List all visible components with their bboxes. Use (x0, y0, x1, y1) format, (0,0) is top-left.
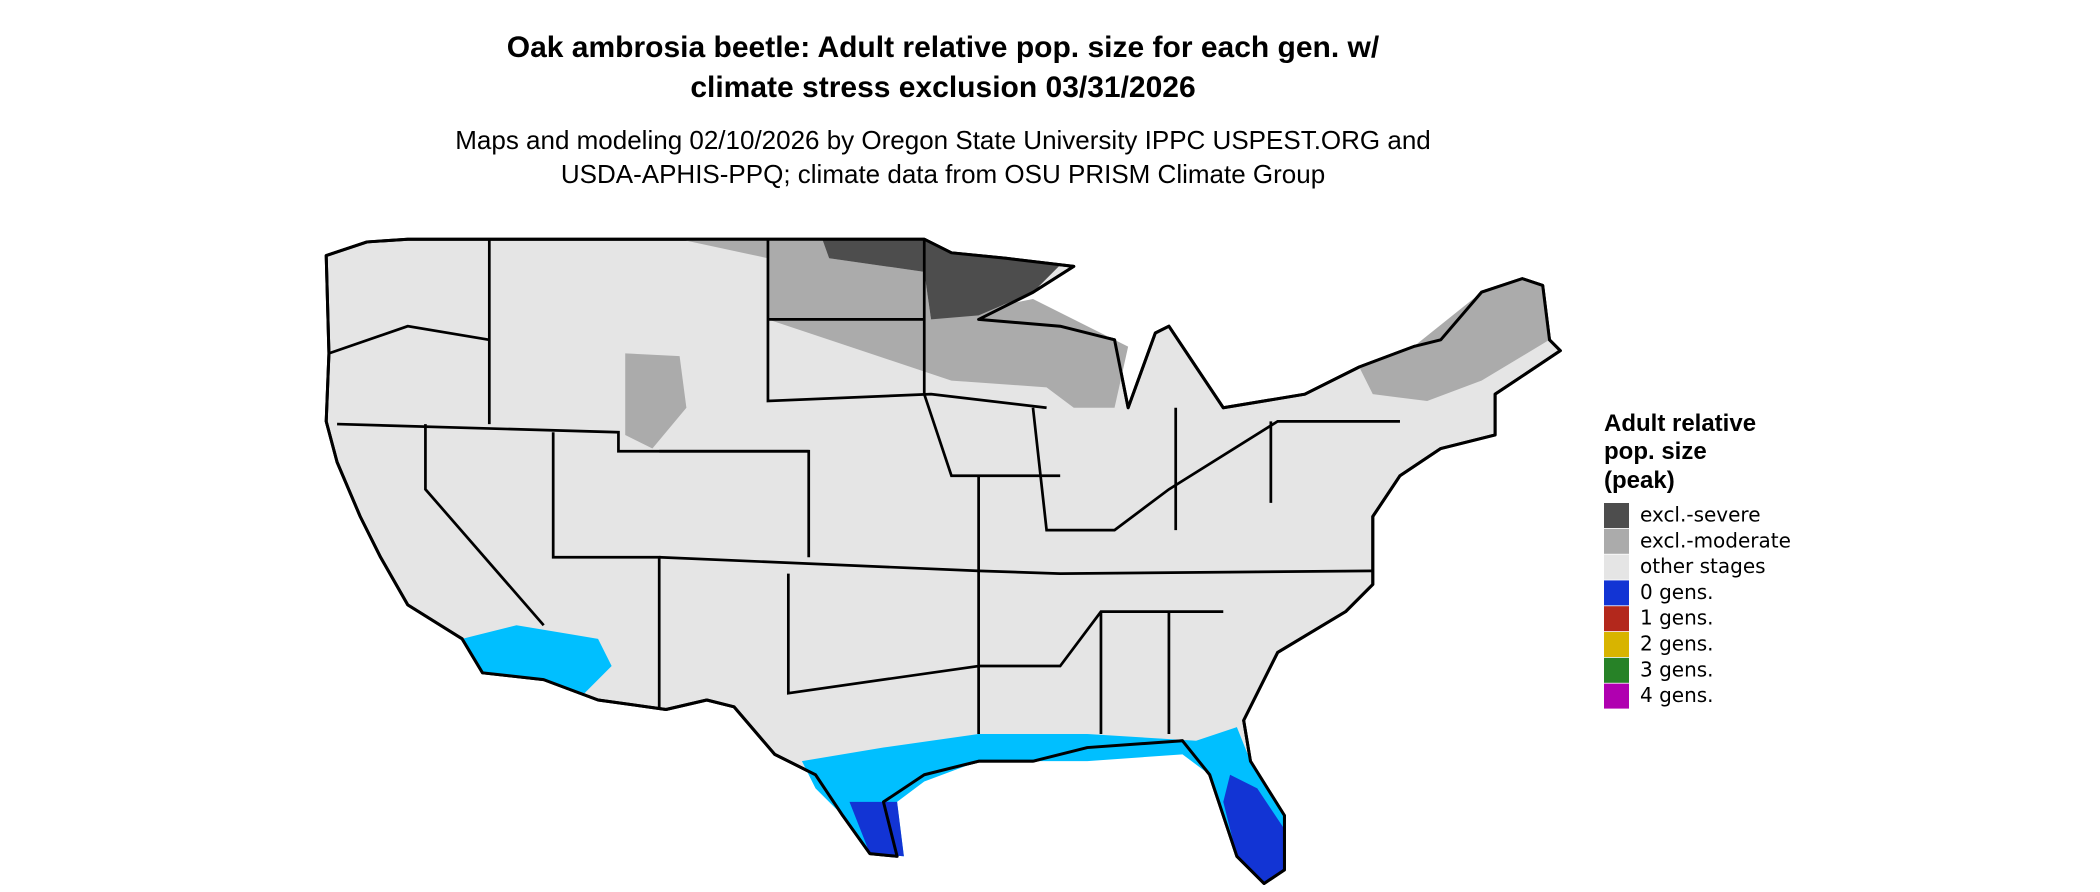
title-line: Oak ambrosia beetle: Adult relative pop.… (507, 31, 1380, 64)
legend-label: 3 gens. (1640, 657, 1714, 681)
legend-label: excl.-severe (1640, 503, 1761, 527)
excl-moderate-region (1359, 278, 1550, 401)
state-border (977, 475, 1224, 668)
state-border (1174, 407, 1273, 531)
gulf-region (801, 727, 1285, 884)
subtitle-line: USDA-APHIS-PPQ; climate data from OSU PR… (561, 159, 1325, 189)
state-border (659, 555, 1373, 575)
legend-label: 4 gens. (1640, 683, 1714, 707)
legend-title: (peak) (1604, 467, 1675, 494)
state-borders (328, 239, 1400, 734)
legend-swatch (1604, 528, 1629, 554)
excl-moderate-region (679, 239, 1129, 408)
legend-swatch (1604, 580, 1629, 606)
legend-label: 1 gens. (1640, 606, 1714, 630)
legend-label: 2 gens. (1640, 632, 1714, 656)
legend-label: 0 gens. (1640, 580, 1714, 604)
state-border (1031, 407, 1400, 532)
us-outline (324, 237, 1562, 885)
texas-zero-gen-region (849, 801, 904, 857)
legend-swatch (1604, 683, 1629, 709)
legend-title: pop. size (1604, 438, 1707, 465)
subtitle-line: Maps and modeling 02/10/2026 by Oregon S… (455, 125, 1431, 155)
state-border (786, 573, 980, 734)
state-border (1099, 611, 1171, 734)
excl-severe-region (822, 239, 1061, 320)
excl-moderate-region (625, 353, 687, 449)
state-border (659, 449, 811, 558)
us-map (324, 237, 1562, 885)
legend-label: other stages (1640, 554, 1766, 578)
legend-swatch (1604, 503, 1629, 528)
legend: Adult relative pop. size (peak) excl.-se… (1604, 410, 1791, 709)
state-border (424, 424, 545, 627)
legend-title: Adult relative (1604, 410, 1756, 437)
legend-swatch (1604, 632, 1629, 657)
legend-label: excl.-moderate (1640, 528, 1791, 552)
state-border (328, 324, 490, 355)
legend-swatch (1604, 554, 1629, 580)
legend-swatch (1604, 606, 1629, 632)
title-line: climate stress exclusion 03/31/2026 (690, 71, 1195, 104)
state-border (922, 239, 1061, 478)
southwest-region (462, 625, 612, 694)
legend-swatch (1604, 657, 1629, 683)
state-border (551, 432, 661, 710)
